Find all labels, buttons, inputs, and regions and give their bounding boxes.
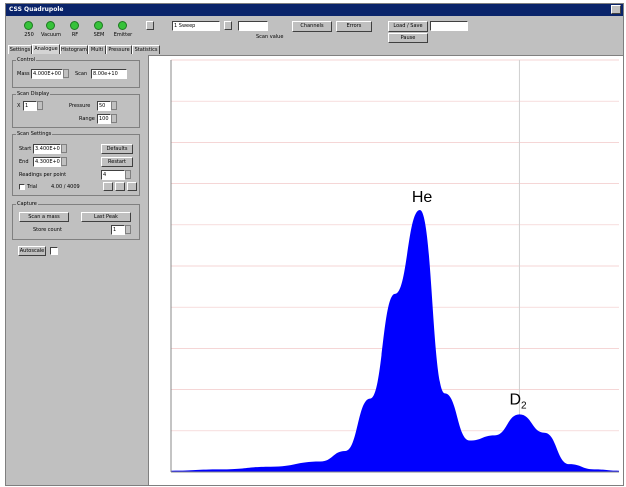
led-250-icon [24,21,33,30]
scan-input[interactable]: 8.00e+10 [91,69,127,79]
spectrum-area [171,210,619,472]
pressure-label: Pressure [69,103,91,109]
mass-spinner[interactable] [63,69,69,78]
range-spinner[interactable] [111,114,117,123]
tab-settings[interactable]: Settings [8,45,32,54]
trial-button[interactable] [103,182,113,191]
scan-mass-button[interactable]: Scan a mass [19,212,69,222]
autoscale-checkbox[interactable] [50,247,58,255]
tab-statistics[interactable]: Statistics [132,45,160,54]
led-sem-icon [94,21,103,30]
led-label: RF [71,32,79,38]
close-icon[interactable] [611,5,621,14]
scan-value-field[interactable] [238,21,268,31]
led-rf-icon [70,21,79,30]
readings-spinner[interactable] [125,170,131,179]
readings-input[interactable]: 4 [101,170,125,180]
tab-analogue[interactable]: Analogue [32,44,60,54]
led-label: 250 [24,32,34,38]
scan-label: Scan [75,71,88,77]
status-field [430,21,468,31]
restart-button[interactable]: Restart [101,157,133,167]
tab-multi[interactable]: Multi [88,45,106,54]
control-group: Control Mass 4.000E+00 Scan 8.00e+10 [12,57,140,88]
scan-value-label: Scan value [256,34,284,40]
start-input[interactable]: 3.400E+00 [33,144,61,154]
range-input[interactable]: 100 [97,114,111,124]
capture-title: Capture [16,201,38,207]
start-spinner[interactable] [61,144,67,153]
load-save-button[interactable]: Load / Save [388,21,428,32]
tab-pressure[interactable]: Pressure [106,45,132,54]
mass-input[interactable]: 4.000E+00 [31,69,63,79]
spectrum-plot[interactable]: He D2 [148,55,623,485]
x-spinner[interactable] [37,101,43,110]
autoscale-button[interactable]: Autoscale [18,246,46,256]
window-title: CSS Quadrupole [9,6,64,13]
led-label: SEM [93,32,105,38]
pause-button[interactable]: Pause [388,33,428,43]
led-vacuum-icon [46,21,55,30]
errors-button[interactable]: Errors [336,21,372,32]
app-window: CSS Quadrupole 250 Vacuum RF SEM Emitter… [5,3,624,486]
display-title: Scan Display [16,91,51,97]
last-peak-button[interactable]: Last Peak [81,212,131,222]
end-label: End [19,159,29,165]
x-input[interactable]: 1 [23,101,37,111]
title-bar: CSS Quadrupole [6,4,623,16]
left-panel: Control Mass 4.000E+00 Scan 8.00e+10 Sca… [8,54,145,484]
pressure-input[interactable]: 50 [97,101,111,111]
trial-value: 4.00 / 4009 [51,184,80,190]
led-emitter-icon [118,21,127,30]
mode-select[interactable]: 1 Sweep [172,21,220,31]
x-label: X [17,103,21,109]
start-label: Start [19,146,32,152]
spectrum-chart: He D2 [170,59,619,473]
trial-button[interactable] [115,182,125,191]
mass-label: Mass [17,71,30,77]
toolbar-button[interactable] [146,21,154,30]
end-spinner[interactable] [61,157,67,166]
end-input[interactable]: 4.300E+00 [33,157,61,167]
channels-button[interactable]: Channels [292,21,332,32]
store-count-input[interactable]: 1 [111,225,125,235]
scan-settings-title: Scan Settings [16,131,53,137]
capture-group: Capture Scan a mass Last Peak Store coun… [12,201,140,240]
toolbar: 250 Vacuum RF SEM Emitter 1 Sweep Scan v… [6,16,623,44]
range-label: Range [79,116,95,122]
peak-label-d2: D2 [509,391,527,411]
led-label: Emitter [113,32,133,38]
trial-checkbox[interactable] [19,184,25,190]
tab-histogram[interactable]: Histogram [60,45,88,54]
pressure-spinner[interactable] [111,101,117,110]
trial-button[interactable] [127,182,137,191]
led-label: Vacuum [40,32,62,38]
store-count-spinner[interactable] [125,225,131,234]
readings-label: Readings per point [19,172,67,178]
toolbar-button[interactable] [224,21,232,30]
defaults-button[interactable]: Defaults [101,144,133,154]
store-count-label: Store count [33,227,62,233]
control-title: Control [16,57,37,63]
scan-settings-group: Scan Settings Start 3.400E+00 Defaults E… [12,131,140,196]
display-group: Scan Display X 1 Pressure 50 Range 100 [12,91,140,128]
peak-label-he: He [412,189,433,206]
trial-label: Trial [27,184,38,190]
